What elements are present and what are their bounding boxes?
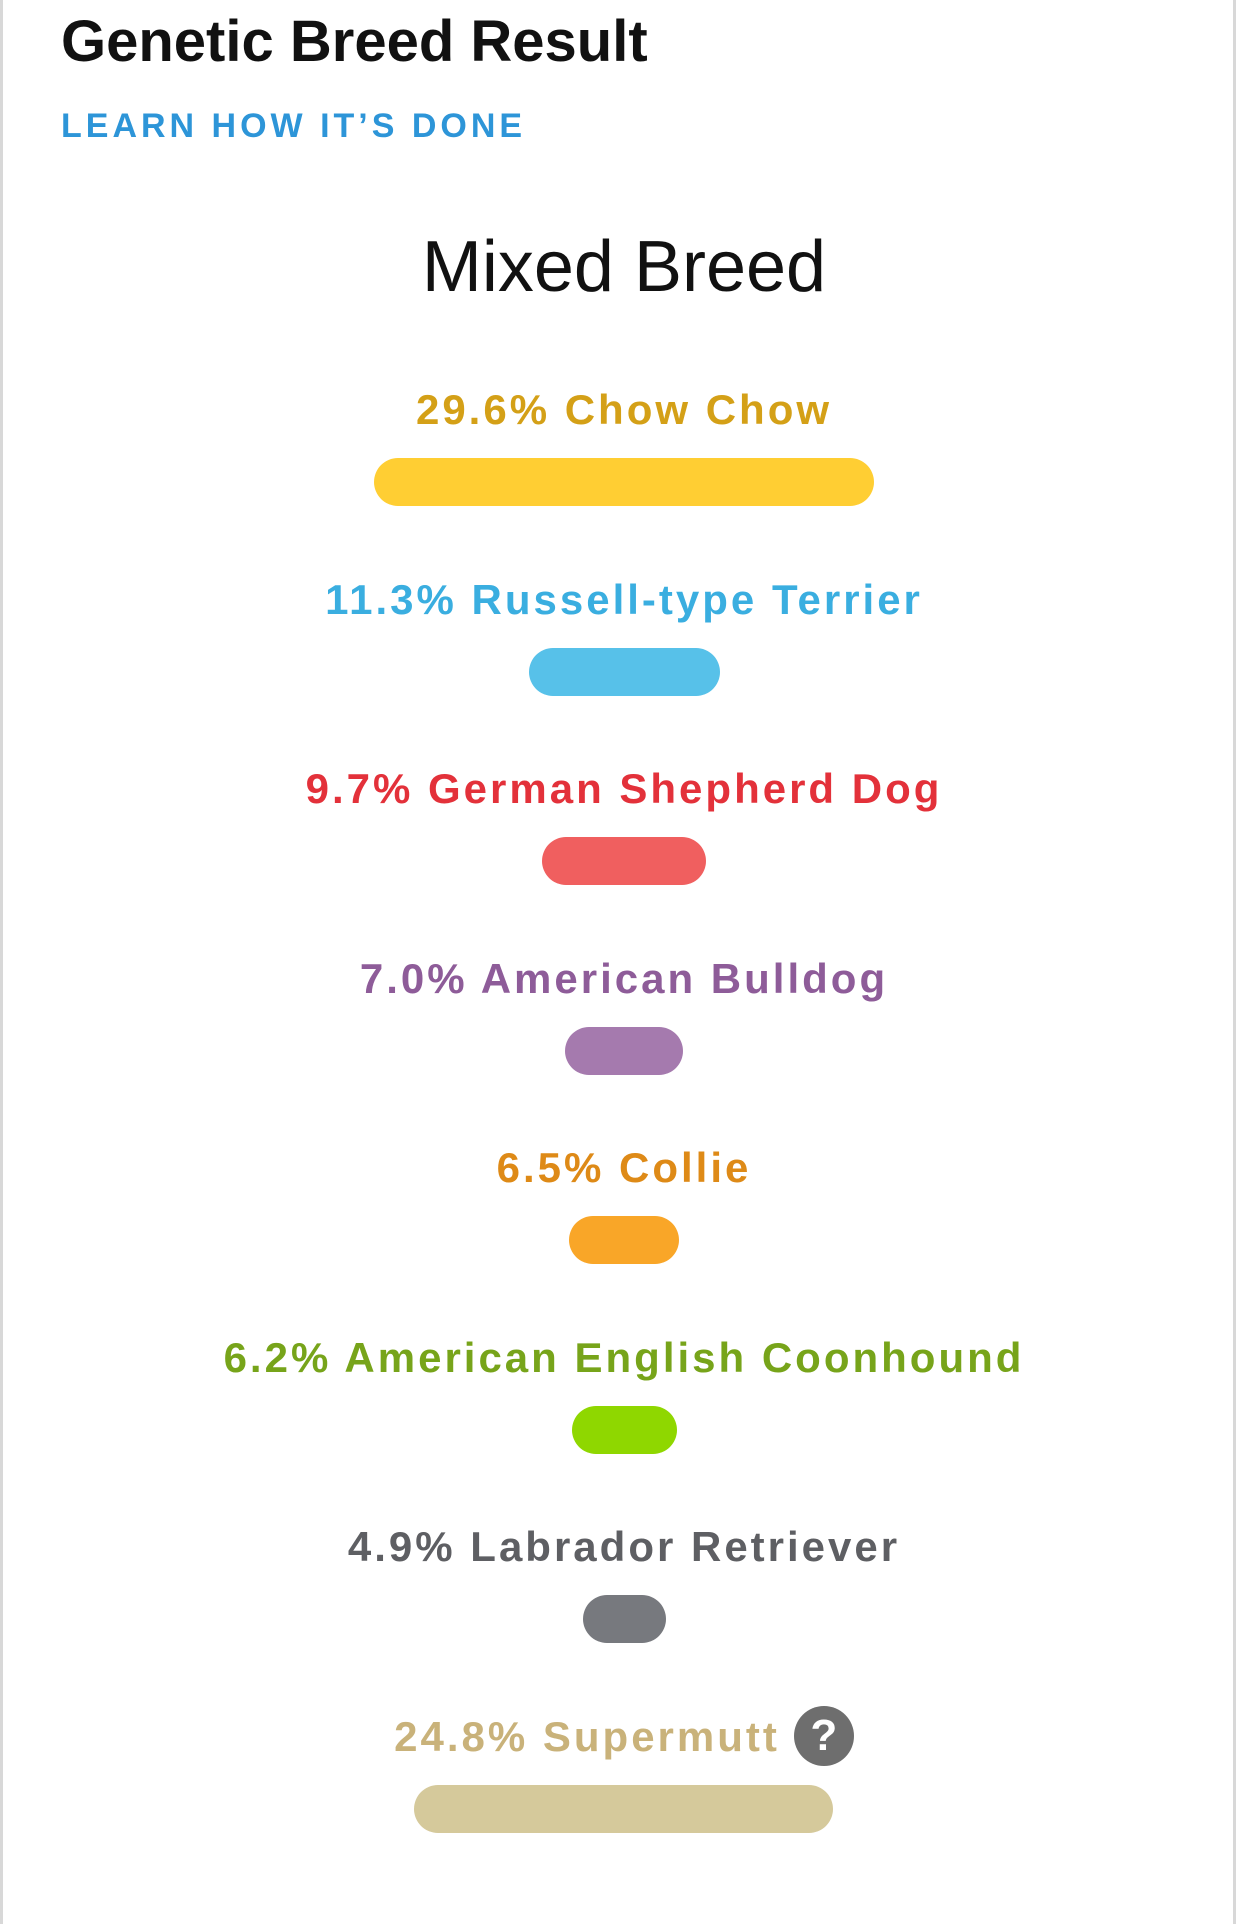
breed-row-chow-chow: 29.6% Chow Chow	[3, 382, 1242, 532]
breed-label: 9.7% German Shepherd Dog	[305, 765, 943, 812]
question-circle-icon[interactable]: ?	[793, 1705, 854, 1766]
breed-row-collie: 6.5% Collie	[3, 1140, 1242, 1290]
breed-row-russell-terrier: 11.3% Russell-type Terrier	[3, 572, 1242, 722]
learn-how-link[interactable]: LEARN HOW IT’S DONE	[61, 107, 527, 145]
breed-bar	[583, 1595, 666, 1643]
breed-bar	[569, 1216, 679, 1264]
breed-bar	[565, 1027, 683, 1075]
breed-list: 29.6% Chow Chow 11.3% Russell-type Terri…	[3, 0, 1242, 1924]
breed-label: 6.2% American English Coonhound	[223, 1334, 1025, 1381]
page-title: Genetic Breed Result	[61, 9, 648, 74]
breed-bar	[374, 458, 874, 506]
breed-row-supermutt: 24.8% Supermutt?	[3, 1705, 1242, 1859]
mix-type-heading: Mixed Breed	[421, 227, 827, 307]
breed-row-german-shepherd: 9.7% German Shepherd Dog	[3, 761, 1242, 911]
breed-row-american-bulldog: 7.0% American Bulldog	[3, 951, 1242, 1101]
breed-label: 24.8% Supermutt?	[3, 1705, 1242, 1770]
breed-bar	[542, 837, 706, 885]
breed-label: 29.6% Chow Chow	[415, 386, 833, 433]
breed-label: 4.9% Labrador Retriever	[347, 1523, 901, 1570]
breed-label: 11.3% Russell-type Terrier	[325, 576, 923, 623]
breed-label: 6.5% Collie	[496, 1144, 752, 1191]
breed-bar	[414, 1785, 833, 1833]
breed-row-labrador: 4.9% Labrador Retriever	[3, 1519, 1242, 1669]
breed-row-coonhound: 6.2% American English Coonhound	[3, 1330, 1242, 1480]
breed-label-text: 24.8% Supermutt	[394, 1713, 780, 1760]
breed-bar	[572, 1406, 677, 1454]
breed-label: 7.0% American Bulldog	[359, 955, 889, 1002]
breed-bar	[529, 648, 720, 696]
